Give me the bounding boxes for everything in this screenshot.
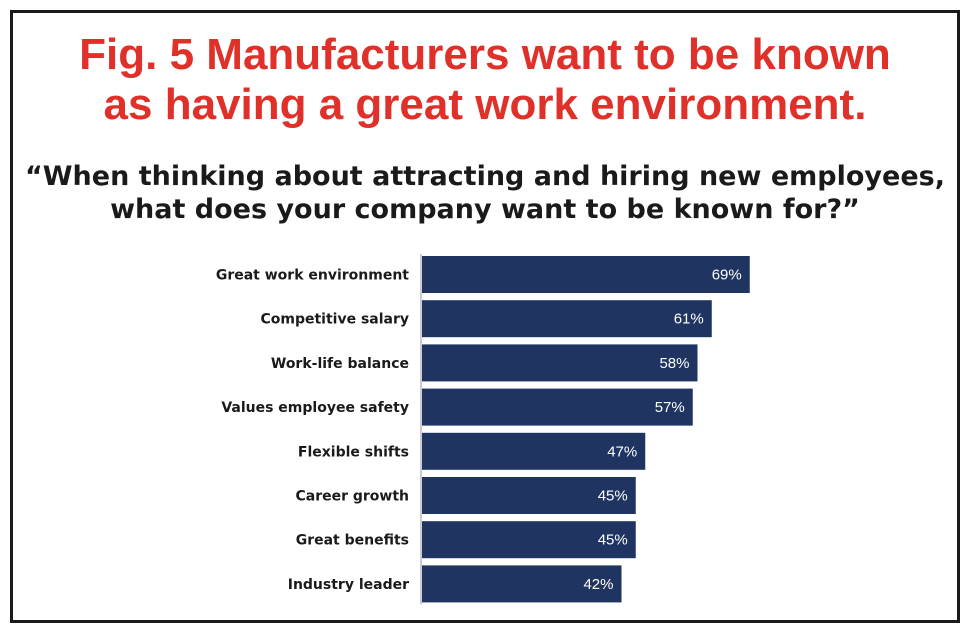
category-label: Competitive salary [260,312,409,328]
bar [422,521,636,559]
subtitle-line-1: “When thinking about attracting and hiri… [25,161,945,192]
data-label: 69% [712,267,742,284]
data-label: 61% [674,311,704,328]
category-label: Industry leader [288,577,409,593]
data-label: 57% [655,399,685,416]
bar [422,256,750,293]
category-label: Work-life balance [271,356,409,372]
category-label: Values employee safety [221,400,409,416]
chart-subtitle: “When thinking about attracting and hiri… [0,160,970,226]
data-label: 47% [607,443,637,460]
data-label: 45% [598,532,628,549]
bar [422,432,646,470]
bar [422,300,712,338]
bar [422,565,622,603]
bar [422,477,636,514]
category-label: Flexible shifts [298,444,409,460]
category-label: Career growth [295,489,409,505]
category-label: Great benefits [296,533,409,549]
subtitle-line-2: what does your company want to be known … [110,194,860,225]
data-label: 45% [598,488,628,505]
data-label: 58% [659,355,689,372]
chart-title: Fig. 5 Manufacturers want to be known as… [0,30,970,130]
title-line-2: as having a great work environment. [103,80,867,129]
bar [422,388,693,426]
bar [422,344,698,382]
data-label: 42% [583,576,613,593]
category-label: Great work environment [216,268,409,284]
title-line-1: Fig. 5 Manufacturers want to be known [79,30,891,79]
